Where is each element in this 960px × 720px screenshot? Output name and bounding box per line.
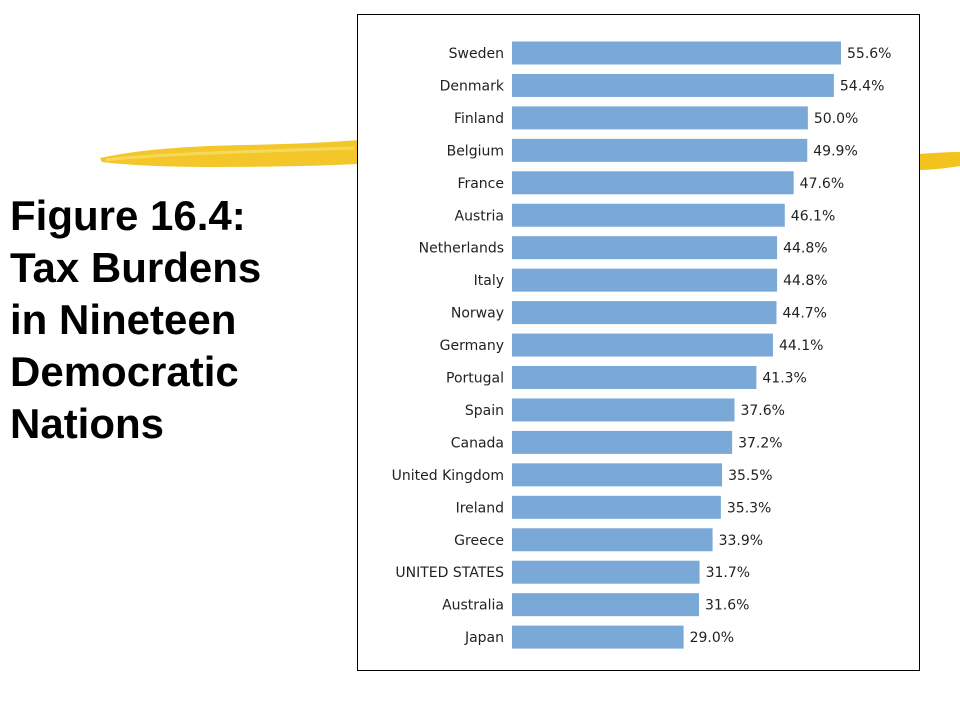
- value-label: 44.1%: [779, 338, 823, 354]
- value-label: 37.2%: [738, 435, 782, 451]
- category-label: Portugal: [446, 371, 504, 387]
- category-label: Netherlands: [419, 241, 504, 257]
- value-label: 31.6%: [705, 598, 749, 614]
- category-label: Canada: [451, 435, 504, 451]
- category-label: Ireland: [456, 500, 504, 516]
- bar-chart: Sweden 55.6% Denmark 54.4% Finland 50.0% Belgi…: [392, 41, 891, 649]
- category-label: Spain: [465, 403, 504, 419]
- value-label: 50.0%: [814, 111, 858, 127]
- bar: [512, 301, 777, 325]
- category-label: United Kingdom: [392, 468, 504, 484]
- category-label: Australia: [442, 598, 504, 614]
- bar: [512, 73, 834, 97]
- value-label: 55.6%: [847, 46, 891, 62]
- bar: [512, 333, 773, 357]
- bar: [512, 236, 778, 260]
- value-label: 44.8%: [783, 241, 827, 257]
- bar: [512, 593, 699, 617]
- category-label: Finland: [454, 111, 504, 127]
- value-label: 31.7%: [706, 565, 750, 581]
- category-label: Norway: [451, 306, 504, 322]
- category-label: Belgium: [447, 143, 504, 159]
- value-label: 35.5%: [728, 468, 772, 484]
- value-label: 33.9%: [719, 533, 763, 549]
- bar: [512, 430, 733, 454]
- bar: [512, 171, 794, 195]
- category-label: Sweden: [449, 46, 504, 62]
- bar: [512, 398, 735, 422]
- category-label: UNITED STATES: [395, 565, 504, 581]
- slide-title: Figure 16.4: Tax Burdens in Nineteen Dem…: [10, 190, 340, 450]
- bar: [512, 560, 700, 584]
- bar: [512, 366, 757, 389]
- highlighter-stroke-left: [100, 140, 358, 167]
- value-label: 46.1%: [791, 208, 835, 224]
- title-line: in Nineteen: [10, 296, 237, 343]
- value-label: 41.3%: [762, 371, 806, 387]
- category-label: Austria: [455, 208, 504, 224]
- bar: [512, 268, 778, 292]
- chart-frame: Sweden 55.6% Denmark 54.4% Finland 50.0% Belgi…: [357, 14, 920, 671]
- value-label: 44.7%: [783, 306, 827, 322]
- bar: [512, 495, 721, 519]
- value-label: 54.4%: [840, 78, 884, 94]
- value-label: 49.9%: [813, 143, 857, 159]
- category-label: Italy: [474, 273, 504, 289]
- value-label: 29.0%: [690, 630, 734, 646]
- title-line: Democratic: [10, 348, 239, 395]
- category-label: Denmark: [440, 78, 505, 94]
- category-label: Greece: [454, 533, 504, 549]
- title-line: Figure 16.4:: [10, 192, 246, 239]
- bar: [512, 138, 808, 162]
- bar: [512, 463, 723, 487]
- bar: [512, 106, 808, 130]
- value-label: 47.6%: [800, 176, 844, 192]
- highlighter-stroke-right: [919, 152, 960, 170]
- value-label: 44.8%: [783, 273, 827, 289]
- title-line: Tax Burdens: [10, 244, 262, 291]
- title-line: Nations: [10, 400, 165, 447]
- category-label: France: [457, 176, 504, 192]
- bar: [512, 41, 841, 65]
- value-label: 37.6%: [740, 403, 784, 419]
- bar: [512, 528, 713, 552]
- category-label: Germany: [440, 338, 504, 354]
- bar: [512, 625, 684, 649]
- category-label: Japan: [464, 630, 504, 646]
- bar: [512, 203, 785, 227]
- value-label: 35.3%: [727, 500, 771, 516]
